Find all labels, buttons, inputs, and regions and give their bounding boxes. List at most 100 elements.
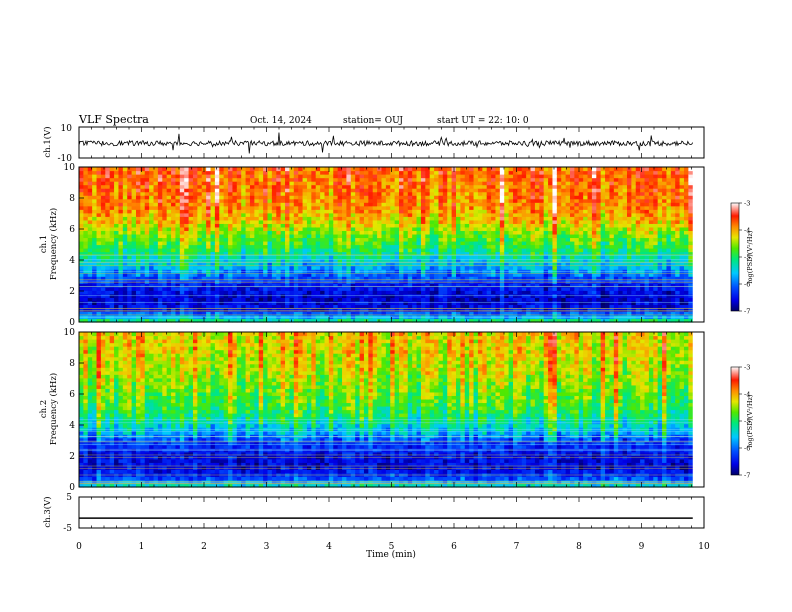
spectrogram-cell bbox=[473, 167, 479, 172]
spectrogram-cell bbox=[236, 212, 242, 217]
spectrogram-cell bbox=[118, 251, 124, 256]
spectrogram-cell bbox=[280, 279, 286, 284]
spectrogram-cell bbox=[306, 198, 312, 203]
spectrogram-cell bbox=[438, 205, 444, 210]
spectrogram-cell bbox=[267, 251, 273, 256]
spectrogram-cell bbox=[526, 209, 532, 214]
spectrogram-cell bbox=[109, 272, 115, 277]
spectrogram-cell bbox=[320, 251, 326, 256]
spectrogram-cell bbox=[127, 230, 133, 235]
spectrogram-cell bbox=[109, 258, 115, 263]
spectrogram-cell bbox=[539, 290, 545, 295]
spectrogram-cell bbox=[328, 279, 334, 284]
spectrogram-cell bbox=[232, 177, 238, 182]
spectrogram-cell bbox=[469, 226, 475, 232]
spectrogram-cell bbox=[539, 240, 545, 246]
spectrogram-cell bbox=[570, 202, 575, 207]
spectrogram-cell bbox=[306, 244, 312, 249]
spectrogram-cell bbox=[434, 279, 440, 284]
spectrogram-cell bbox=[87, 191, 93, 196]
spectrogram-cell bbox=[118, 195, 124, 200]
spectrogram-cell bbox=[271, 290, 277, 295]
spectrogram-cell bbox=[127, 240, 133, 246]
spectrogram-cell bbox=[166, 198, 172, 203]
spectrogram-cell bbox=[442, 262, 448, 267]
spectrogram-cell bbox=[460, 297, 466, 302]
spectrogram-cell bbox=[504, 177, 510, 182]
spectrogram-cell bbox=[241, 276, 247, 281]
spectrogram-cell bbox=[368, 209, 374, 214]
spectrogram-cell bbox=[548, 311, 554, 316]
spectrogram-cell bbox=[171, 181, 177, 186]
spectrogram-cell bbox=[473, 290, 479, 295]
spectrogram-cell bbox=[491, 205, 497, 210]
spectrogram-cell bbox=[140, 223, 146, 228]
spectrogram-cell bbox=[105, 237, 111, 242]
spectrogram-cell bbox=[420, 209, 426, 214]
spectrogram-cell bbox=[232, 191, 238, 196]
spectrogram-cell bbox=[456, 170, 461, 175]
spectrogram-cell bbox=[324, 265, 330, 270]
spectrogram-cell bbox=[249, 167, 255, 172]
spectrogram-cell bbox=[96, 237, 102, 242]
spectrogram-cell bbox=[232, 262, 238, 267]
spectrogram-cell bbox=[320, 290, 326, 295]
spectrogram-cell bbox=[407, 300, 413, 305]
spectrogram-cell bbox=[499, 174, 505, 179]
spectrogram-cell bbox=[574, 286, 580, 291]
spectrogram-cell bbox=[534, 223, 540, 228]
spectrogram-cell bbox=[486, 283, 492, 288]
spectrogram-cell bbox=[333, 283, 339, 288]
spectrogram-cell bbox=[337, 255, 343, 260]
spectrogram-cell bbox=[574, 318, 580, 323]
spectrogram-cell bbox=[499, 226, 505, 232]
spectrogram-cell bbox=[447, 170, 453, 175]
spectrogram-cell bbox=[320, 237, 326, 242]
spectrogram-cell bbox=[477, 212, 483, 217]
spectrogram-cell bbox=[508, 244, 514, 249]
spectrogram-cell bbox=[556, 290, 562, 295]
spectrogram-cell bbox=[416, 311, 422, 316]
spectrogram-cell bbox=[149, 304, 155, 309]
spectrogram-cell bbox=[333, 265, 339, 270]
spectrogram-cell bbox=[473, 223, 479, 228]
spectrogram-cell bbox=[258, 209, 264, 214]
spectrogram-cell bbox=[499, 223, 505, 228]
spectrogram-cell bbox=[122, 255, 128, 260]
spectrogram-cell bbox=[254, 276, 260, 281]
spectrogram-cell bbox=[258, 195, 264, 200]
spectrogram-cell bbox=[280, 283, 286, 288]
spectrogram-cell bbox=[184, 184, 190, 189]
spectrogram-cell bbox=[377, 276, 383, 281]
spectrogram-cell bbox=[425, 283, 431, 288]
spectrogram-cell bbox=[513, 226, 518, 232]
spectrogram-cell bbox=[157, 283, 163, 288]
spectrogram-cell bbox=[469, 248, 475, 253]
spectrogram-cell bbox=[135, 202, 141, 207]
spectrogram-cell bbox=[333, 297, 339, 302]
spectrogram-cell bbox=[214, 195, 220, 200]
spectrogram-cell bbox=[464, 233, 470, 239]
spectrogram-cell bbox=[420, 251, 426, 256]
spectrogram-cell bbox=[96, 226, 102, 232]
spectrogram-cell bbox=[517, 233, 523, 239]
spectrogram-cell bbox=[83, 233, 89, 239]
spectrogram-cell bbox=[289, 212, 295, 217]
spectrogram-cell bbox=[346, 209, 352, 214]
spectrogram-cell bbox=[109, 198, 115, 203]
spectrogram-cell bbox=[381, 290, 387, 295]
spectrogram-cell bbox=[302, 230, 308, 235]
spectrogram-cell bbox=[118, 209, 124, 214]
spectrogram-cell bbox=[79, 212, 84, 217]
spectrogram-cell bbox=[206, 318, 212, 323]
spectrogram-cell bbox=[513, 195, 518, 200]
spectrogram-cell bbox=[464, 191, 470, 196]
spectrogram-cell bbox=[464, 262, 470, 267]
spectrogram-cell bbox=[263, 240, 269, 246]
spectrogram-cell bbox=[425, 255, 431, 260]
spectrogram-cell bbox=[188, 223, 194, 228]
spectrogram-cell bbox=[333, 216, 339, 221]
spectrogram-cell bbox=[192, 311, 198, 316]
spectrogram-cell bbox=[451, 240, 457, 246]
spectrogram-cell bbox=[175, 223, 181, 228]
